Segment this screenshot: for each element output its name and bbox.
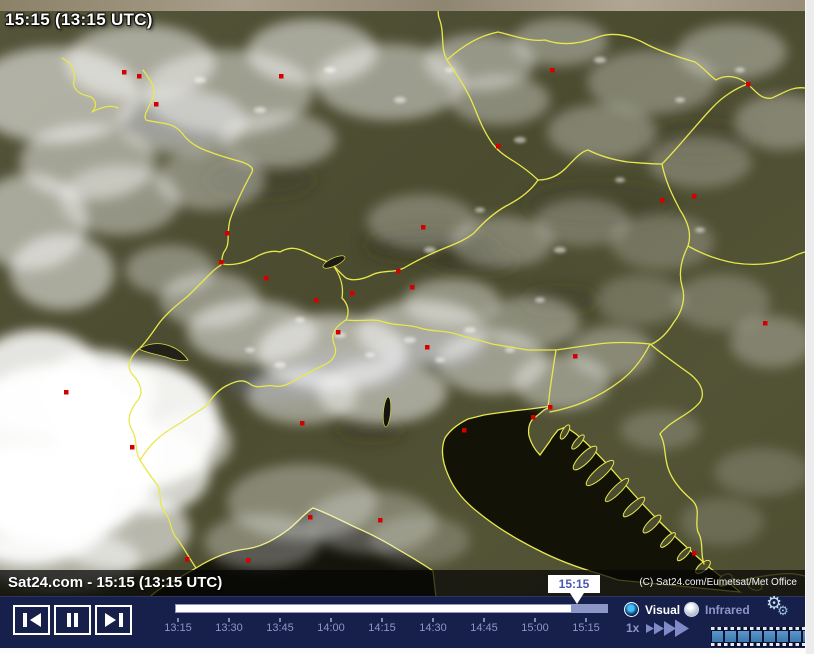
time-label: 14:15 xyxy=(368,622,396,634)
filmstrip-icon xyxy=(711,627,805,647)
page-right-gutter xyxy=(805,0,814,654)
satellite-map: 15:15 (13:15 UTC) xyxy=(0,0,805,596)
gear-icon: ⚙ xyxy=(766,593,783,613)
time-tooltip-arrow xyxy=(570,593,584,604)
timeline-tick xyxy=(483,618,485,622)
radio-infrared[interactable]: Infrared xyxy=(684,602,750,617)
timeline-tick xyxy=(432,618,434,622)
cloud-layer xyxy=(0,18,805,590)
timeline-tick xyxy=(330,618,332,622)
lakes xyxy=(138,255,392,428)
visual-label: Visual xyxy=(645,602,681,617)
city-markers xyxy=(64,68,768,563)
time-label: 14:30 xyxy=(419,622,447,634)
pause-icon xyxy=(67,613,71,627)
page-bottom-margin xyxy=(0,648,805,654)
speed-label: 1x xyxy=(626,621,640,635)
time-label: 15:15 xyxy=(572,622,600,634)
step-back-button[interactable] xyxy=(13,605,50,635)
step-back-icon xyxy=(22,613,27,627)
timeline-tick xyxy=(585,618,587,622)
radio-visual-icon xyxy=(624,602,639,617)
radio-infrared-icon xyxy=(684,602,699,617)
cloud-specks xyxy=(194,57,745,368)
time-label: 13:30 xyxy=(215,622,243,634)
time-tooltip: 15:15 xyxy=(548,575,600,593)
timeline-progress xyxy=(176,605,571,612)
infrared-label: Infrared xyxy=(705,602,750,617)
time-label: 13:15 xyxy=(164,622,192,634)
step-forward-button[interactable] xyxy=(95,605,132,635)
timeline-tick xyxy=(279,618,281,622)
timeline-tick xyxy=(534,618,536,622)
playback-control-bar: 13:15 13:30 13:45 14:00 14:15 14:30 14:4… xyxy=(0,593,805,648)
time-label: 14:00 xyxy=(317,622,345,634)
country-borders xyxy=(61,0,805,587)
settings-button[interactable]: ⚙⚙ xyxy=(766,593,789,617)
timeline-slider[interactable] xyxy=(175,604,608,613)
satellite-map-image xyxy=(0,0,805,596)
time-label: 13:45 xyxy=(266,622,294,634)
frame-timestamp: 15:15 (13:15 UTC) xyxy=(5,10,153,29)
pause-button[interactable] xyxy=(54,605,91,635)
time-label: 15:00 xyxy=(521,622,549,634)
speed-arrows-icon[interactable] xyxy=(646,619,692,637)
timeline-tick xyxy=(381,618,383,622)
timeline-tick xyxy=(177,618,179,622)
timeline-tick xyxy=(228,618,230,622)
radio-visual[interactable]: Visual xyxy=(624,602,680,617)
copyright-text: (C) Sat24.com/Eumetsat/Met Office xyxy=(639,577,797,588)
map-top-band xyxy=(0,0,805,11)
page-title: Sat24.com - 15:15 (13:15 UTC) xyxy=(8,574,223,591)
title-bar: Sat24.com - 15:15 (13:15 UTC) (C) Sat24.… xyxy=(0,570,805,596)
step-forward-icon xyxy=(104,613,116,627)
time-label: 14:45 xyxy=(470,622,498,634)
gear-small-icon: ⚙ xyxy=(777,603,789,618)
